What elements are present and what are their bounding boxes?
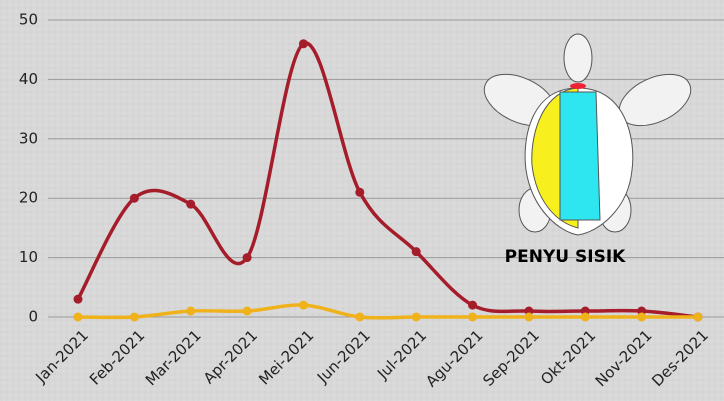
y-tick-label: 30 (19, 129, 38, 147)
point (130, 194, 139, 203)
point (468, 313, 477, 322)
point (74, 313, 83, 322)
point (299, 39, 308, 48)
y-tick-label: 40 (19, 70, 38, 88)
point (637, 313, 646, 322)
point (243, 253, 252, 262)
point (412, 247, 421, 256)
point (468, 301, 477, 310)
point (412, 313, 421, 322)
y-tick-label: 20 (19, 189, 38, 207)
point (524, 313, 533, 322)
point (130, 313, 139, 322)
annotation: PENYU SISIK (505, 247, 626, 267)
point (186, 200, 195, 209)
point (355, 188, 364, 197)
point (581, 313, 590, 322)
y-tick-label: 0 (28, 308, 38, 326)
chart: PENYU SISIK 01020304050Jan-2021Feb-2021M… (0, 0, 724, 401)
point (243, 307, 252, 316)
point (186, 307, 195, 316)
point (299, 301, 308, 310)
y-tick-label: 10 (19, 248, 38, 266)
point (74, 295, 83, 304)
y-tick-label: 50 (19, 11, 38, 29)
point (355, 313, 364, 322)
point (694, 313, 703, 322)
